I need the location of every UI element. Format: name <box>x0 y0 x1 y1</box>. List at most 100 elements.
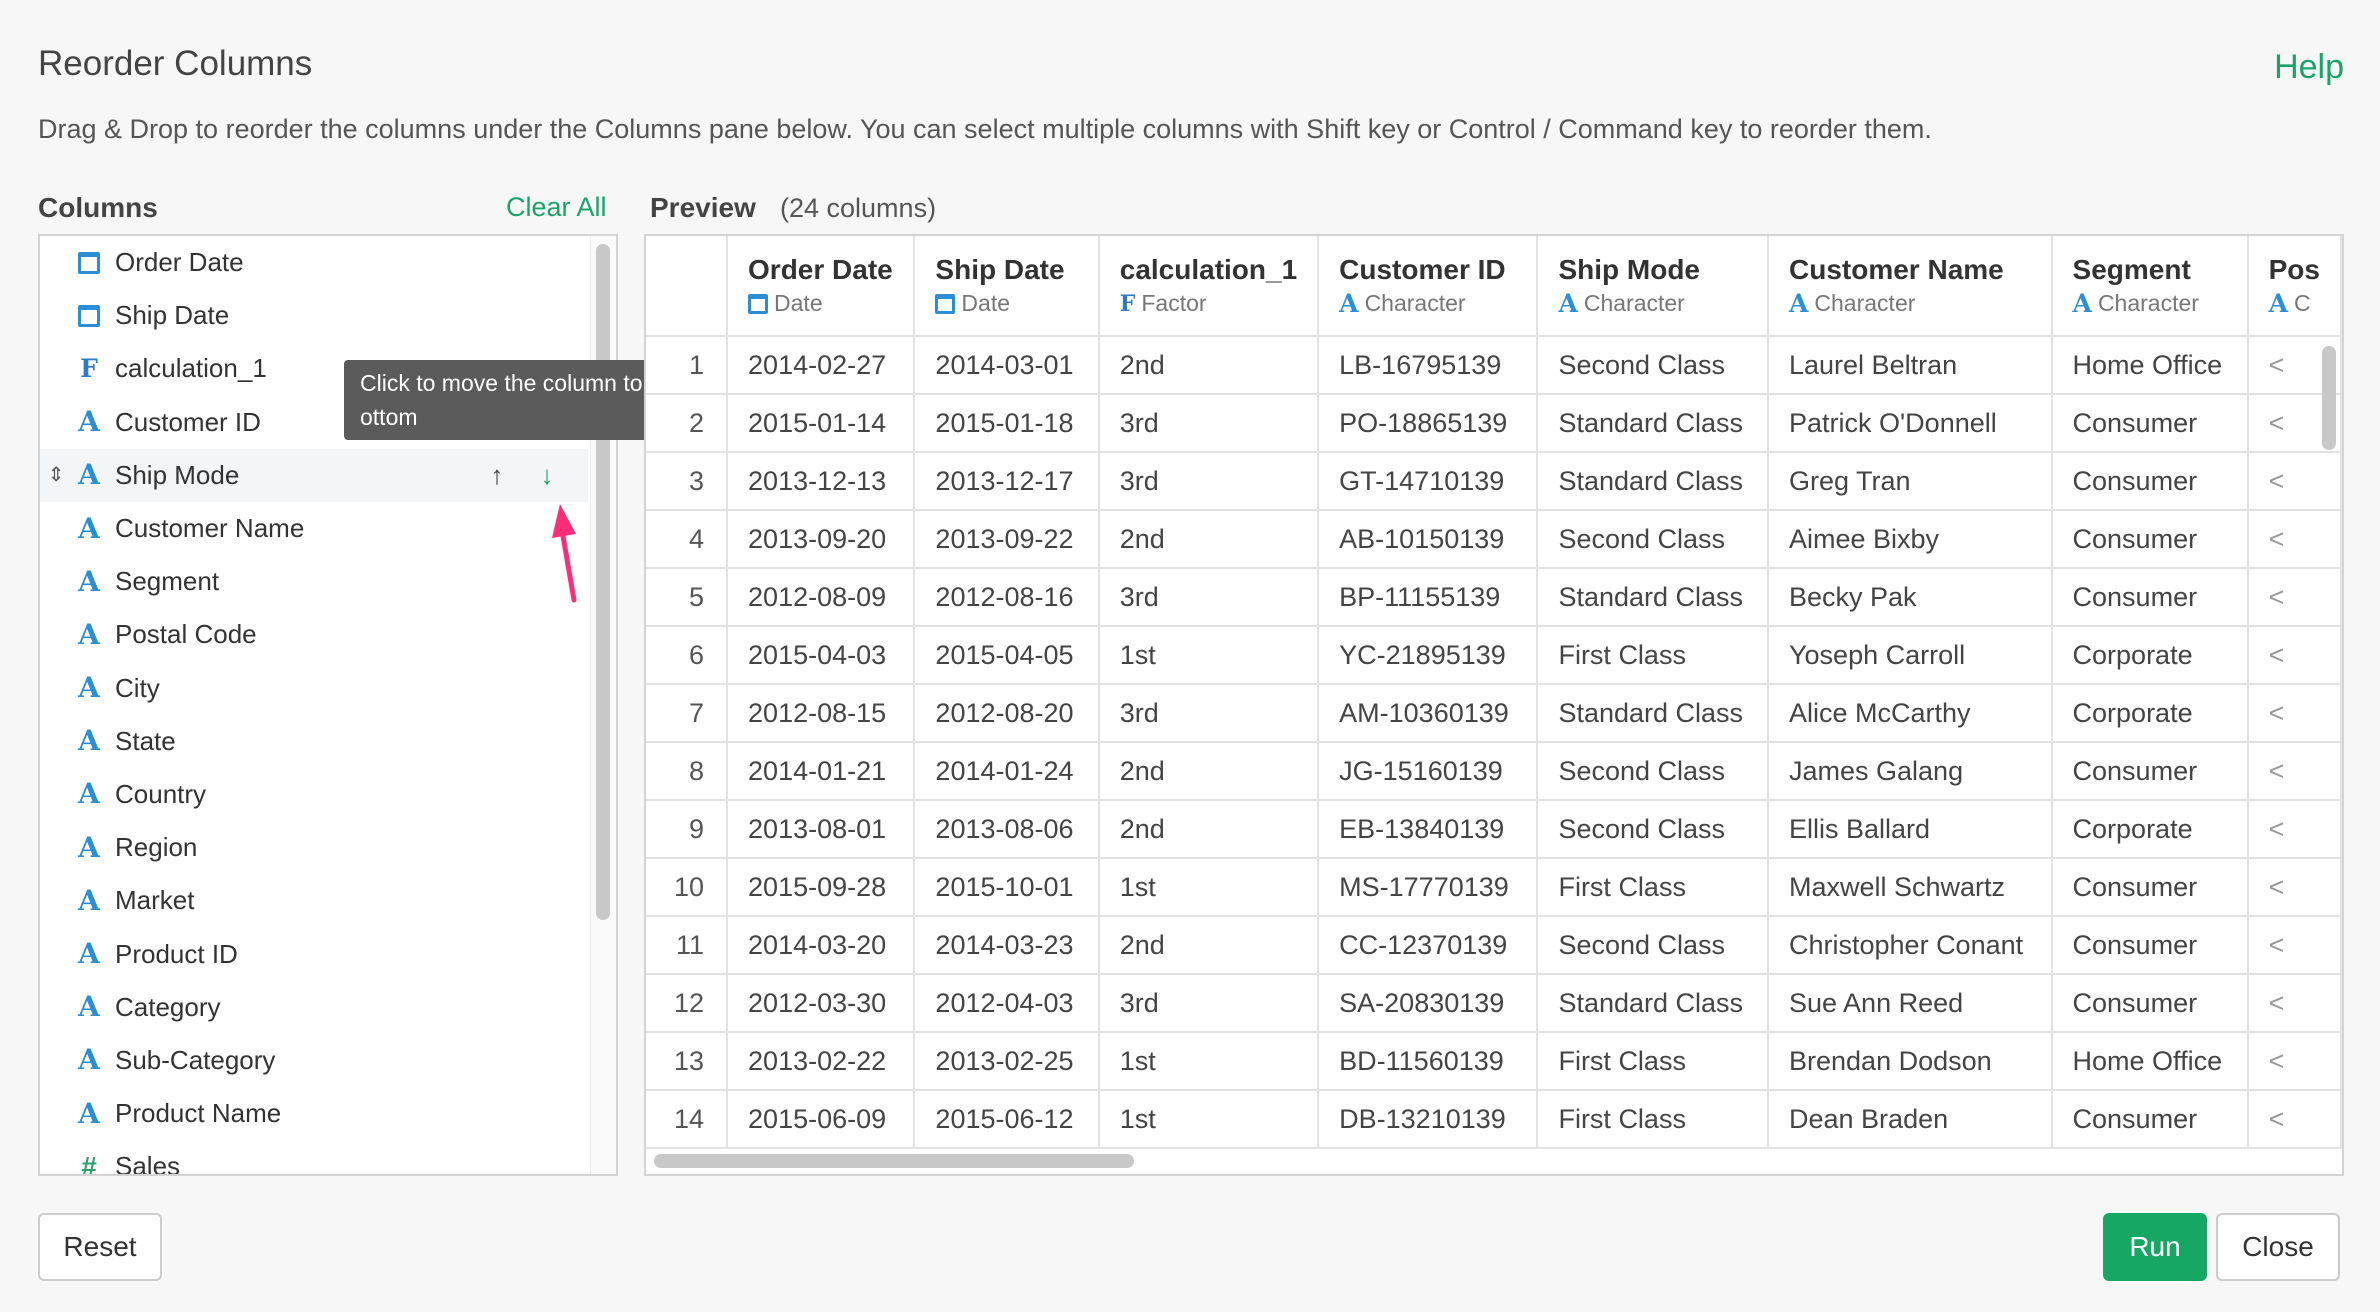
table-cell: 2015-09-28 <box>727 858 916 917</box>
table-cell: 2013-09-20 <box>727 510 916 569</box>
column-list-item[interactable]: A State <box>40 715 588 768</box>
preview-column-count: (24 columns) <box>780 193 937 223</box>
table-cell: First Class <box>1537 626 1769 685</box>
move-to-bottom-arrow-icon[interactable]: ↓ <box>540 459 554 490</box>
table-cell: 2015-10-01 <box>914 858 1100 917</box>
table-cell: < <box>2247 510 2342 569</box>
column-list-item[interactable]: A Region <box>40 821 588 874</box>
preview-column-header[interactable]: Ship Mode A Character <box>1537 236 1769 337</box>
table-cell: Home Office <box>2051 336 2249 395</box>
table-cell: < <box>2247 568 2342 627</box>
table-cell: Christopher Conant <box>1768 916 2053 975</box>
column-list-item[interactable]: Order Date <box>40 236 588 289</box>
column-list-item[interactable]: # Sales <box>40 1140 588 1176</box>
preview-column-name: calculation_1 <box>1119 254 1298 285</box>
character-icon: A <box>78 777 100 811</box>
run-button[interactable]: Run <box>2103 1213 2207 1281</box>
close-button[interactable]: Close <box>2216 1213 2340 1281</box>
table-row: 6 2015-04-03 2015-04-05 1st YC-21895139 First… <box>646 626 2342 685</box>
move-to-top-arrow-icon[interactable]: ↑ <box>490 459 504 490</box>
columns-scrollbar[interactable] <box>596 244 610 920</box>
table-cell: Corporate <box>2051 684 2249 743</box>
calendar-icon <box>78 304 100 327</box>
table-cell: MS-17770139 <box>1318 858 1539 917</box>
dialog-title: Reorder Columns <box>38 44 313 83</box>
column-list-item[interactable]: A Country <box>40 768 588 821</box>
row-number-cell: 5 <box>646 568 729 627</box>
row-number-cell: 12 <box>646 974 729 1033</box>
column-list-item[interactable]: A City <box>40 662 588 715</box>
table-cell: Consumer <box>2051 568 2249 627</box>
table-cell: SA-20830139 <box>1318 974 1539 1033</box>
table-cell: < <box>2247 742 2342 801</box>
column-list-item-label: Customer ID <box>115 406 261 437</box>
table-cell: Patrick O'Donnell <box>1768 394 2053 453</box>
preview-column-header[interactable]: Ship Date Date <box>914 236 1100 337</box>
column-list-item[interactable]: A Product Name <box>40 1087 588 1140</box>
preview-horizontal-scrollbar[interactable] <box>654 1154 1134 1168</box>
character-icon: A <box>1339 289 1359 318</box>
column-type-icon-wrap <box>74 301 104 331</box>
table-cell: 2013-12-13 <box>727 452 916 511</box>
table-cell: 3rd <box>1098 568 1320 627</box>
column-type-icon-wrap: A <box>74 726 104 756</box>
column-list-item[interactable]: A Customer Name <box>40 502 588 555</box>
column-list-item-label: Sub-Category <box>115 1044 276 1075</box>
table-cell: Consumer <box>2051 1090 2249 1149</box>
preview-column-header[interactable]: Order Date Date <box>727 236 916 337</box>
table-cell: 2nd <box>1098 510 1320 569</box>
preview-column-type-label: Factor <box>1141 290 1207 316</box>
preview-column-type-label: Character <box>1583 290 1685 316</box>
row-number-cell: 10 <box>646 858 729 917</box>
table-cell: Standard Class <box>1537 684 1769 743</box>
column-list-item[interactable]: A Postal Code <box>40 608 588 661</box>
factor-icon: F <box>80 354 98 384</box>
row-number-cell: 11 <box>646 916 729 975</box>
table-cell: 2015-06-09 <box>727 1090 916 1149</box>
column-type-icon-wrap: A <box>74 939 104 969</box>
table-cell: Second Class <box>1537 336 1769 395</box>
column-list-item[interactable]: A Segment <box>40 555 588 608</box>
preview-column-header[interactable]: Customer ID A Character <box>1318 236 1539 337</box>
help-link[interactable]: Help <box>2274 48 2344 86</box>
table-cell: GT-14710139 <box>1318 452 1539 511</box>
preview-column-header[interactable]: Segment A Character <box>2051 236 2249 337</box>
table-cell: < <box>2247 916 2342 975</box>
preview-column-type-label: Character <box>2097 290 2199 316</box>
character-icon: A <box>78 883 100 917</box>
table-cell: 2015-06-12 <box>914 1090 1100 1149</box>
preview-pane[interactable]: Order Date Date Ship Date Date calculation_1… <box>644 234 2344 1176</box>
row-number-cell: 1 <box>646 336 729 395</box>
preview-column-header[interactable]: calculation_1 F Factor <box>1098 236 1320 337</box>
row-number-cell: 3 <box>646 452 729 511</box>
column-list-item-label: Sales <box>115 1151 181 1176</box>
character-icon: A <box>78 1096 100 1130</box>
column-list-item[interactable]: A Sub-Category <box>40 1034 588 1087</box>
table-cell: 2012-08-15 <box>727 684 916 743</box>
preview-column-header[interactable]: Customer Name A Character <box>1768 236 2053 337</box>
column-list-item-label: Order Date <box>115 247 244 278</box>
table-cell: 2014-02-27 <box>727 336 916 395</box>
preview-header-row: Order Date Date Ship Date Date calculation_1… <box>646 236 2342 337</box>
column-list-item[interactable]: A Category <box>40 981 588 1034</box>
table-cell: < <box>2247 974 2342 1033</box>
column-list-item-label: City <box>115 672 160 703</box>
preview-column-header[interactable]: Pos A C <box>2247 236 2342 337</box>
table-cell: Second Class <box>1537 800 1769 859</box>
preview-column-type: F Factor <box>1120 290 1297 317</box>
preview-column-name: Customer ID <box>1339 254 1506 285</box>
column-list-item[interactable]: ⇕ A Ship Mode ↑ ↓ <box>40 448 588 502</box>
clear-all-link[interactable]: Clear All <box>506 192 607 222</box>
table-cell: CC-12370139 <box>1318 916 1539 975</box>
table-cell: Corporate <box>2051 800 2249 859</box>
drag-handle-icon[interactable]: ⇕ <box>47 464 65 487</box>
preview-vertical-scrollbar[interactable] <box>2322 346 2336 450</box>
column-list-item[interactable]: A Customer ID <box>40 396 588 449</box>
table-cell: 1st <box>1098 858 1320 917</box>
column-list-item[interactable]: Ship Date <box>40 289 588 342</box>
reset-button[interactable]: Reset <box>38 1213 162 1281</box>
column-list-item[interactable]: A Product ID <box>40 927 588 980</box>
preview-column-type: Date <box>935 290 1077 317</box>
column-list-item[interactable]: A Market <box>40 874 588 927</box>
